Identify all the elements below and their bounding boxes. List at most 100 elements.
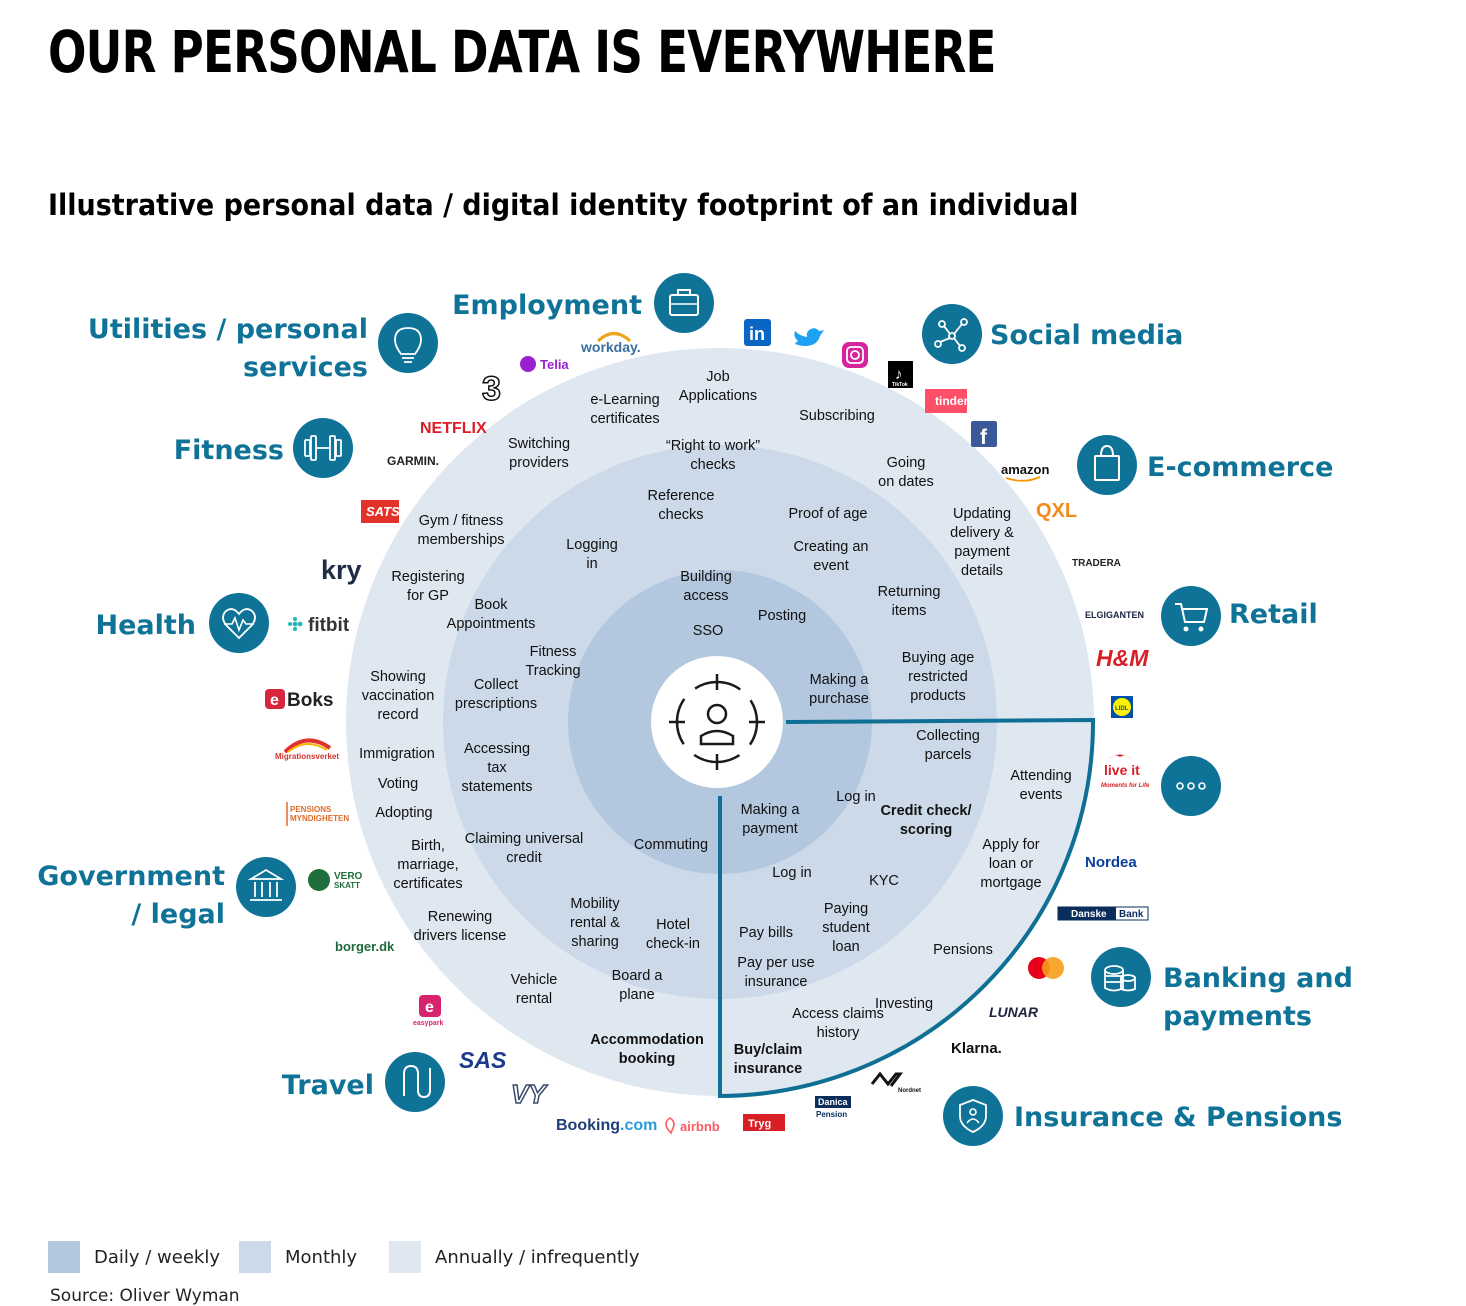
activity-line: Apply for bbox=[982, 837, 1039, 853]
svg-text:VERO: VERO bbox=[334, 871, 363, 882]
activity-line: certificates bbox=[590, 411, 659, 427]
activity-line: certificates bbox=[393, 876, 462, 892]
sats-logo: SATS bbox=[361, 500, 400, 523]
main-title: OUR PERSONAL DATA IS EVERYWHERE bbox=[48, 18, 996, 86]
activity-line: Job bbox=[706, 369, 729, 385]
activity-line: loan or bbox=[989, 856, 1034, 872]
banking-quadrant-border bbox=[718, 717, 1096, 1099]
activity-line: Collect bbox=[474, 677, 518, 693]
activity-line: KYC bbox=[869, 873, 899, 889]
activity-line: Applications bbox=[679, 388, 757, 404]
activity-line: credit bbox=[506, 850, 541, 866]
activity-updating-delivery: Updating delivery & payment details bbox=[950, 506, 1014, 579]
legend-annual: Annually / infrequently bbox=[389, 1241, 640, 1273]
activity-subscribing: Subscribing bbox=[799, 408, 875, 424]
activity-line: history bbox=[817, 1025, 860, 1041]
category-label-social-media: Social media bbox=[990, 320, 1183, 351]
activity-line: mortgage bbox=[980, 875, 1041, 891]
activity-showing-vaccination: Showing vaccination record bbox=[362, 669, 435, 723]
activity-book-appointments: Book Appointments bbox=[447, 597, 536, 632]
category-retail: Retail bbox=[1161, 586, 1318, 646]
svg-text:live it: live it bbox=[1104, 762, 1140, 778]
activity-line: rental bbox=[516, 991, 552, 1007]
svg-text:TikTok: TikTok bbox=[892, 382, 908, 388]
activity-line: Board a bbox=[612, 968, 664, 984]
activity-line: access bbox=[683, 588, 728, 604]
activity-going-on-dates: Going on dates bbox=[878, 455, 934, 490]
legend-swatch-annual bbox=[389, 1241, 421, 1273]
vy-logo: VY bbox=[511, 1079, 548, 1109]
svg-text:Pension: Pension bbox=[816, 1110, 847, 1119]
activity-line: Log in bbox=[772, 865, 812, 881]
klarna-logo: Klarna. bbox=[951, 1040, 1002, 1057]
category-label-health: Health bbox=[95, 610, 196, 641]
activity-line: Claiming universal bbox=[465, 831, 583, 847]
activity-registering-gp: Registering for GP bbox=[391, 569, 464, 604]
easypark-logo: e easypark bbox=[413, 995, 443, 1027]
category-fitness: Fitness bbox=[174, 418, 353, 478]
activity-mobility: Mobility rental & sharing bbox=[570, 896, 620, 950]
user-target-icon bbox=[651, 656, 783, 788]
activity-line: checks bbox=[690, 457, 735, 473]
vero-logo: VERO SKATT bbox=[308, 869, 363, 891]
activity-line: student bbox=[822, 920, 870, 936]
activity-pay-per-use: Pay per use insurance bbox=[737, 955, 814, 990]
svg-text:in: in bbox=[749, 324, 765, 344]
workday-arc-icon bbox=[596, 332, 632, 343]
activity-commuting: Commuting bbox=[634, 837, 708, 853]
activity-line: checks bbox=[658, 507, 703, 523]
activity-line: check-in bbox=[646, 936, 700, 952]
activity-line: Birth, bbox=[411, 838, 445, 854]
shield-person-icon bbox=[943, 1086, 1003, 1146]
activity-line: Paying bbox=[824, 901, 868, 917]
nordea-logo: Nordea bbox=[1085, 854, 1137, 871]
activity-line: Building bbox=[680, 569, 732, 585]
activity-reference-checks: Reference checks bbox=[648, 488, 715, 523]
svg-text:MYNDIGHETEN: MYNDIGHETEN bbox=[290, 814, 349, 823]
fitbit-logo: fitbit bbox=[288, 615, 350, 636]
activity-line: Immigration bbox=[359, 746, 435, 762]
tradera-logo: TRADERA bbox=[1072, 558, 1121, 569]
mastercard-logo bbox=[1028, 957, 1064, 979]
svg-text:Danske: Danske bbox=[1071, 909, 1107, 920]
activity-line: e-Learning bbox=[590, 392, 659, 408]
svg-text:Tryg: Tryg bbox=[748, 1118, 771, 1130]
activity-kyc: KYC bbox=[869, 873, 899, 889]
activity-line: Pensions bbox=[933, 942, 993, 958]
legend-label-daily: Daily / weekly bbox=[94, 1246, 220, 1268]
activity-line: marriage, bbox=[397, 857, 458, 873]
svg-text:f: f bbox=[980, 426, 988, 449]
activity-line: rental & bbox=[570, 915, 620, 931]
activity-vehicle-rental: Vehicle rental bbox=[511, 972, 558, 1007]
category-travel: Travel bbox=[282, 1052, 445, 1112]
activity-line: prescriptions bbox=[455, 696, 537, 712]
legend-swatch-monthly bbox=[239, 1241, 271, 1273]
activity-posting: Posting bbox=[758, 608, 806, 624]
telia-logo: Telia bbox=[520, 356, 569, 372]
activity-line: Vehicle bbox=[511, 972, 558, 988]
activity-apply-loan: Apply for loan or mortgage bbox=[980, 837, 1041, 891]
activity-claiming-credit: Claiming universal credit bbox=[465, 831, 583, 866]
workday-logo: workday. bbox=[580, 339, 641, 355]
activity-logging-in: Logging in bbox=[566, 537, 618, 572]
svg-text:fitbit: fitbit bbox=[308, 615, 350, 636]
qxl-logo: QXL bbox=[1036, 500, 1077, 522]
activity-line: vaccination bbox=[362, 688, 435, 704]
activity-paying-loan: Paying student loan bbox=[822, 901, 870, 955]
category-utilities: Utilities / personal services bbox=[88, 313, 438, 383]
activity-immigration: Immigration bbox=[359, 746, 435, 762]
svg-text:e: e bbox=[270, 692, 279, 709]
activity-line: Making a bbox=[810, 672, 870, 688]
category-label-fitness: Fitness bbox=[174, 435, 284, 466]
activity-line: for GP bbox=[407, 588, 449, 604]
activity-line: Hotel bbox=[656, 917, 690, 933]
activity-line: Registering bbox=[391, 569, 464, 585]
activity-investing: Investing bbox=[875, 996, 933, 1012]
activity-adopting: Adopting bbox=[375, 805, 432, 821]
twitter-logo bbox=[794, 328, 824, 346]
activity-line: Access claims bbox=[792, 1006, 884, 1022]
facebook-logo: f bbox=[971, 421, 997, 449]
category-label-banking-2: payments bbox=[1163, 1001, 1312, 1032]
activity-buying-age: Buying age restricted products bbox=[902, 650, 975, 704]
activity-line: Accommodation bbox=[590, 1032, 704, 1048]
